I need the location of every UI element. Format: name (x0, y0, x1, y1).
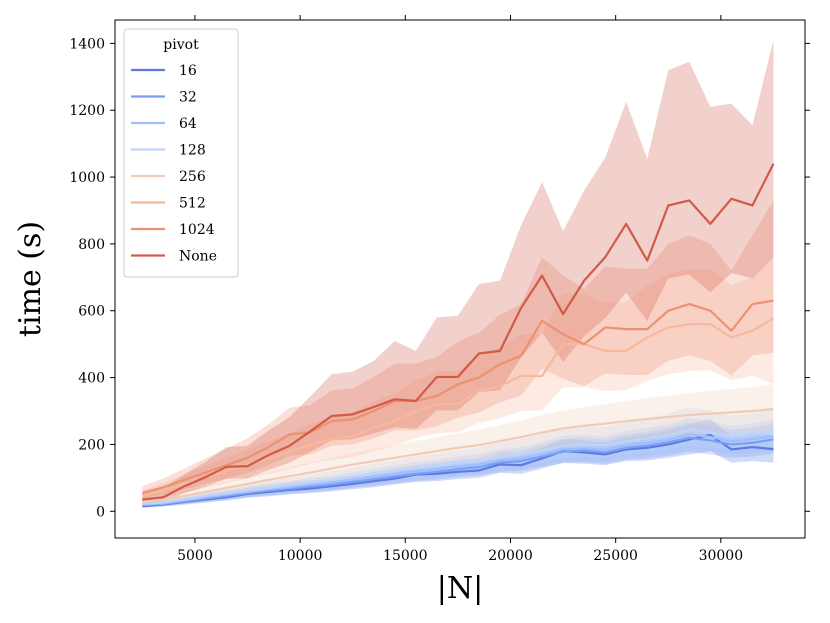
y-tick-label: 1400 (69, 36, 105, 52)
legend-title: pivot (163, 37, 199, 53)
legend-label-64: 64 (179, 116, 197, 132)
legend: pivot 16 32 64 128 256 512 1024 None (123, 28, 239, 278)
legend-label-256: 256 (179, 169, 206, 185)
y-tick-label: 200 (78, 437, 105, 453)
legend-label-128: 128 (179, 143, 206, 159)
x-tick-label: 10000 (278, 548, 323, 564)
y-tick-label: 1200 (69, 103, 105, 119)
y-axis-label: time (s) (13, 221, 48, 337)
band-1024 (142, 200, 774, 499)
legend-label-512: 512 (179, 196, 206, 212)
y-tick-label: 0 (96, 504, 105, 520)
series-line-128 (142, 428, 774, 506)
band-512 (142, 257, 774, 502)
series-line-256 (142, 407, 774, 504)
x-tick-label: 30000 (699, 548, 744, 564)
y-axis-ticks: 0 200 400 600 800 1000 1200 1400 (69, 36, 810, 520)
plot-frame (114, 19, 806, 539)
legend-label-None: None (179, 249, 217, 265)
y-tick-label: 400 (78, 371, 105, 387)
y-tick-label: 1000 (69, 170, 105, 186)
series-line-64 (142, 433, 774, 506)
legend-box (123, 28, 239, 278)
band-None (142, 40, 774, 504)
y-tick-label: 800 (78, 237, 105, 253)
x-tick-label: 25000 (593, 548, 638, 564)
band-128 (142, 406, 774, 507)
legend-items: 16 32 64 128 256 512 1024 None (131, 63, 217, 265)
y-tick-label: 600 (78, 304, 105, 320)
series-line-1024 (142, 299, 774, 494)
x-tick-label: 20000 (488, 548, 533, 564)
x-tick-label: 15000 (383, 548, 428, 564)
series-line-512 (142, 317, 775, 498)
x-tick-label: 5000 (177, 548, 213, 564)
legend-label-16: 16 (179, 63, 197, 79)
x-axis-label: |N| (437, 571, 483, 606)
x-axis-ticks: 5000 10000 15000 20000 25000 30000 (177, 15, 743, 564)
legend-label-32: 32 (179, 90, 197, 106)
series-line-None (142, 163, 775, 501)
series-lines (142, 163, 775, 508)
legend-label-1024: 1024 (179, 222, 215, 238)
